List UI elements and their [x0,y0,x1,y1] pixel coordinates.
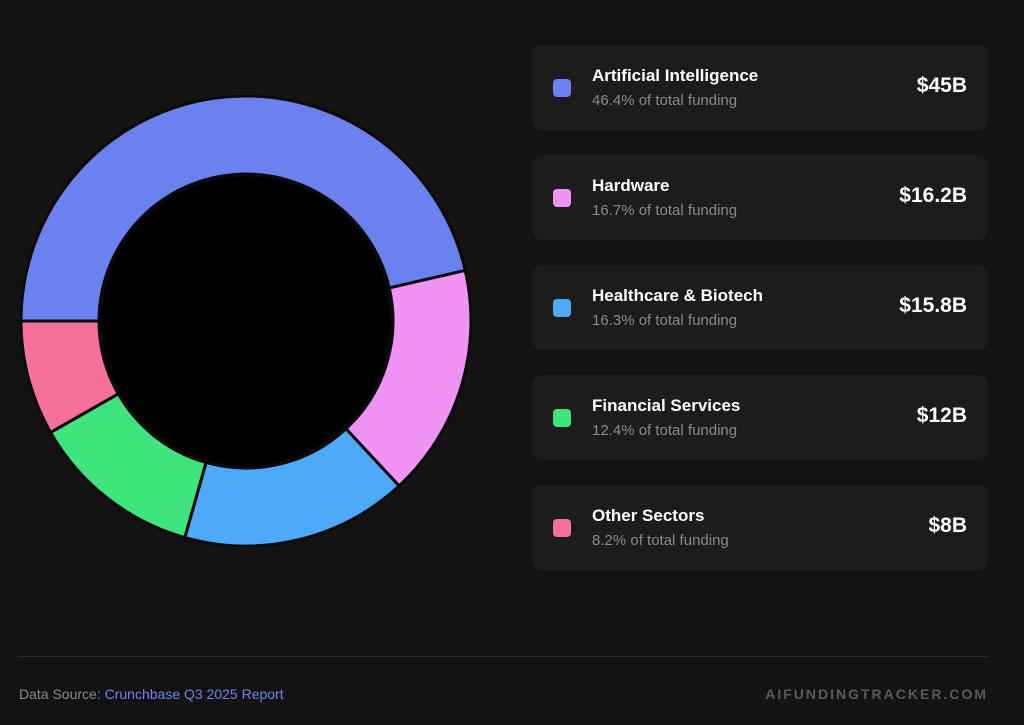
legend-card-financial: Financial Services 12.4% of total fundin… [532,375,988,460]
legend-card-other: Other Sectors 8.2% of total funding $8B [532,485,988,570]
legend-share-hardware: 16.7% of total funding [592,202,738,219]
legend-amount-ai: $45B [916,74,967,97]
legend-amount-financial: $12B [916,404,967,427]
legend-name-healthcare: Healthcare & Biotech [592,286,763,305]
legend-share-healthcare: 16.3% of total funding [592,312,738,329]
legend-swatch-healthcare [553,299,571,317]
legend-swatch-hardware [553,189,571,207]
legend: Artificial Intelligence 46.4% of total f… [532,45,988,595]
legend-card-ai: Artificial Intelligence 46.4% of total f… [532,45,988,130]
data-source-label: Data Source: [19,686,101,702]
legend-card-hardware: Hardware 16.7% of total funding $16.2B [532,155,988,240]
legend-name-other: Other Sectors [592,506,705,525]
legend-amount-other: $8B [928,514,967,537]
brand-label: AIFUNDINGTRACKER.COM [765,686,988,702]
legend-share-ai: 46.4% of total funding [592,92,738,109]
donut-chart [19,94,473,548]
legend-swatch-ai [553,79,571,97]
legend-name-financial: Financial Services [592,396,741,415]
legend-share-other: 8.2% of total funding [592,532,729,549]
legend-name-hardware: Hardware [592,176,670,195]
legend-share-financial: 12.4% of total funding [592,422,738,439]
data-source: Data Source: Crunchbase Q3 2025 Report [19,686,284,702]
legend-card-healthcare: Healthcare & Biotech 16.3% of total fund… [532,265,988,350]
legend-amount-healthcare: $15.8B [899,294,967,317]
legend-swatch-financial [553,409,571,427]
data-source-link[interactable]: Crunchbase Q3 2025 Report [104,686,284,702]
donut-hole [98,173,394,469]
legend-name-ai: Artificial Intelligence [592,66,759,85]
footer-divider [19,656,988,657]
legend-amount-hardware: $16.2B [899,184,967,207]
legend-swatch-other [553,519,571,537]
